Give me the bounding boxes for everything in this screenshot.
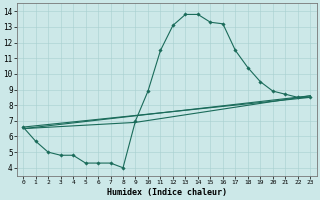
X-axis label: Humidex (Indice chaleur): Humidex (Indice chaleur) <box>107 188 227 197</box>
